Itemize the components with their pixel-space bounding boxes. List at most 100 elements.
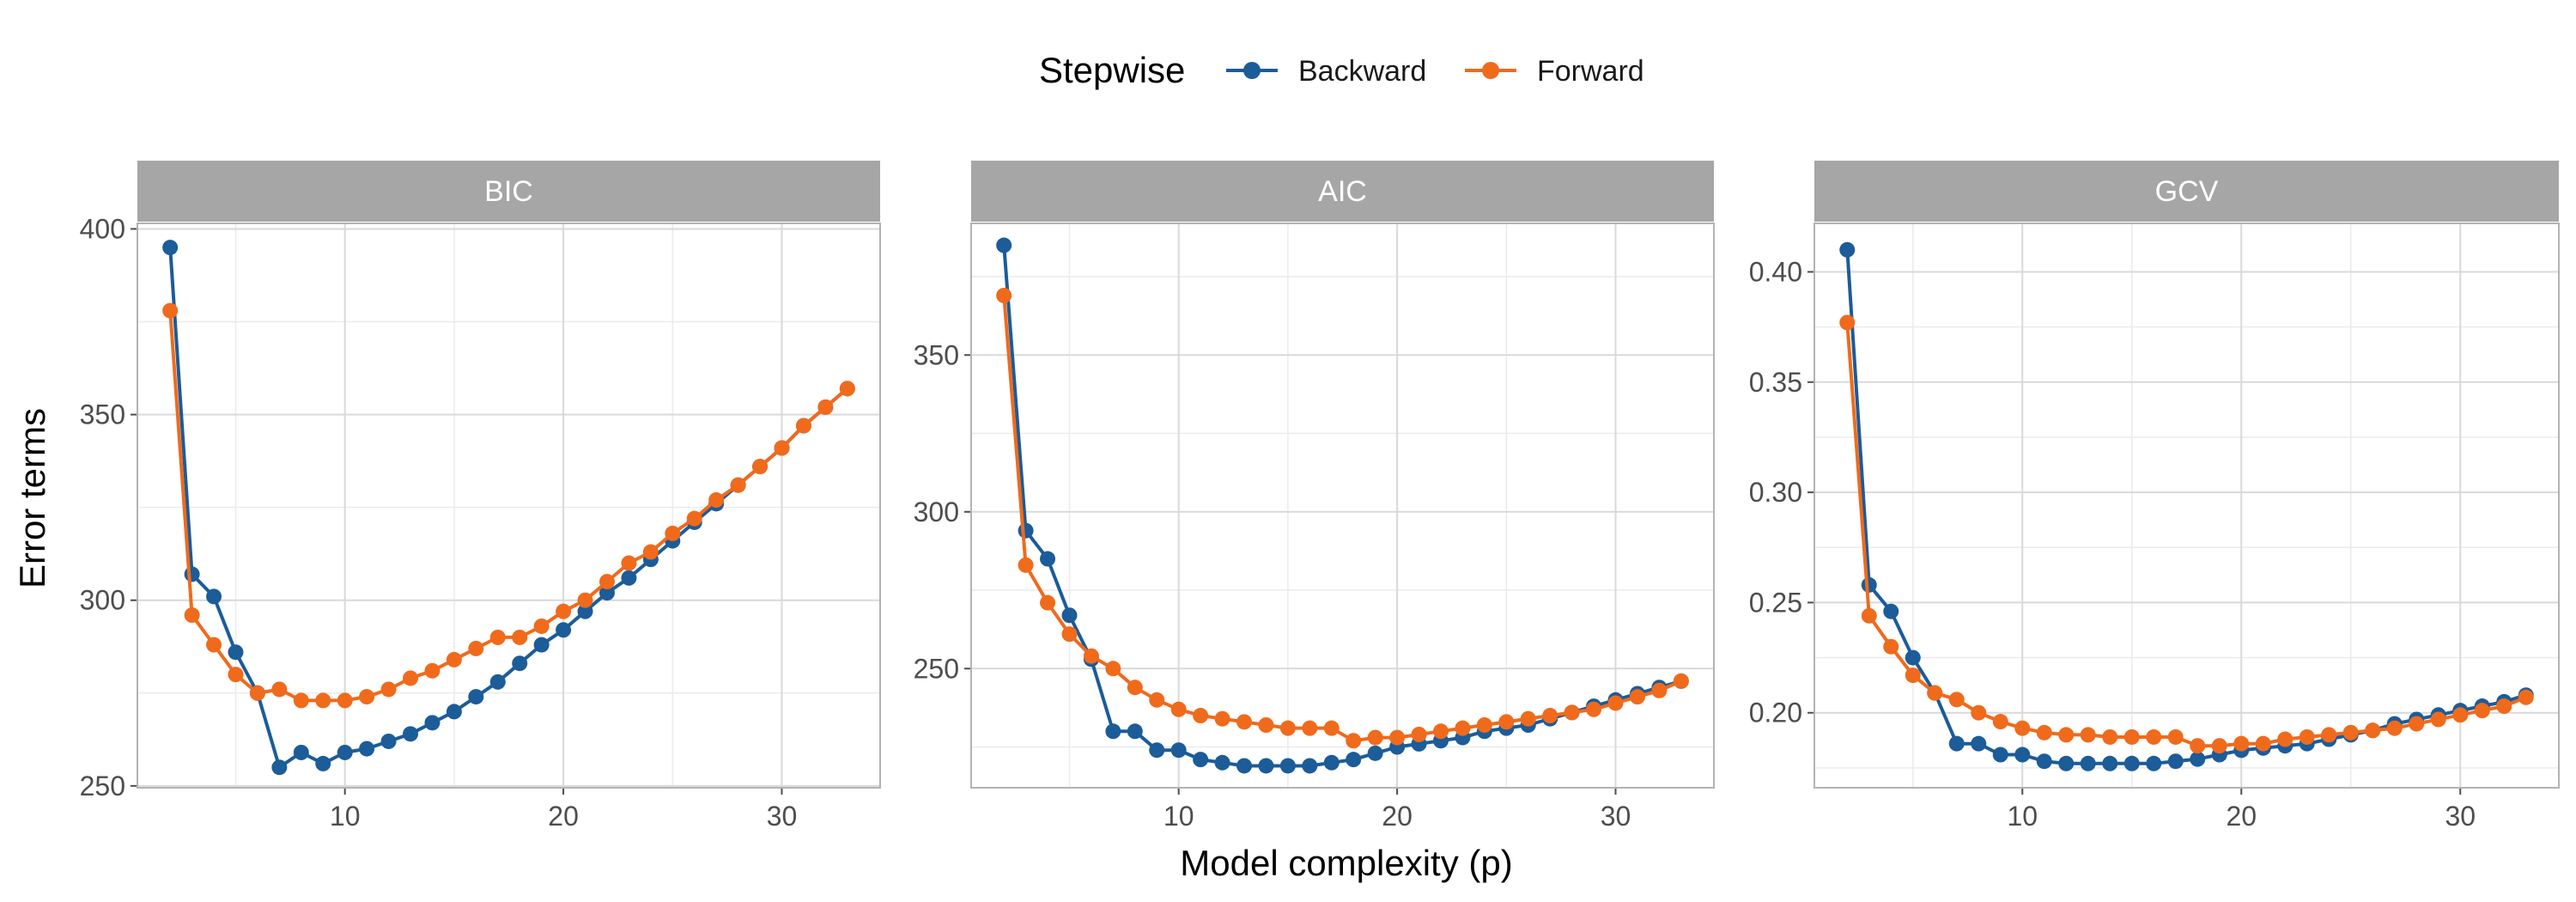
y-tick-label: 400 (80, 213, 125, 244)
x-tick-label: 30 (1601, 801, 1631, 832)
data-point-forward (621, 555, 637, 571)
x-tick-label: 20 (548, 801, 579, 832)
data-point-forward (556, 603, 572, 619)
data-point-forward (577, 592, 593, 608)
data-point-backward (2190, 751, 2206, 767)
data-point-forward (1883, 638, 1899, 655)
y-axis-label: Error terms (12, 408, 52, 588)
data-point-backward (424, 715, 440, 731)
panel-bic: BIC 10 20 30 250 300 350 400 (80, 161, 881, 832)
data-point-backward (380, 733, 397, 749)
data-point-forward (1323, 720, 1340, 736)
data-point-forward (2167, 728, 2184, 745)
x-tick-label: 30 (2445, 801, 2476, 832)
legend-key-forward (1465, 62, 1516, 79)
data-point-forward (2386, 720, 2403, 736)
facet-title: GCV (2155, 175, 2219, 208)
data-point-forward (1411, 726, 1427, 742)
data-point-forward (1948, 692, 1965, 708)
panel-border (137, 222, 881, 789)
data-point-backward (2167, 753, 2184, 770)
data-point-backward (1149, 742, 1165, 759)
series-line-forward (1845, 322, 2527, 748)
data-point-forward (1498, 714, 1515, 730)
data-point-forward (665, 525, 681, 541)
data-point-forward (1476, 717, 1492, 733)
y-tick-label: 250 (80, 771, 125, 801)
data-point-forward (1542, 708, 1558, 724)
data-point-forward (774, 440, 790, 456)
data-point-backward (2123, 755, 2140, 771)
data-point-backward (162, 240, 179, 256)
data-point-backward (533, 637, 550, 653)
data-point-backward (315, 755, 331, 771)
data-point-forward (1927, 685, 1943, 701)
data-point-forward (1040, 594, 1056, 611)
data-point-backward (2036, 753, 2052, 770)
y-tick-label: 0.25 (1749, 587, 1802, 618)
data-point-backward (1127, 723, 1143, 740)
data-point-forward (162, 302, 179, 319)
data-point-forward (337, 692, 353, 709)
facet-panels: BIC 10 20 30 250 300 350 400 AIC 10 20 30 250 300 350 G… (80, 161, 2560, 832)
data-point-forward (2342, 724, 2359, 740)
data-point-backward (1170, 742, 1187, 759)
data-point-forward (598, 574, 615, 590)
y-tick-label: 300 (914, 497, 959, 527)
data-point-backward (1105, 723, 1121, 740)
data-point-forward (708, 492, 725, 509)
data-point-forward (2299, 728, 2315, 745)
data-point-forward (1673, 673, 1689, 689)
panel-border (970, 222, 1715, 789)
data-point-backward (1992, 747, 2008, 763)
facet-title: BIC (484, 175, 533, 208)
data-point-forward (2321, 727, 2337, 743)
data-point-backward (489, 673, 506, 690)
data-point-forward (315, 692, 331, 709)
data-point-backward (1302, 758, 1318, 774)
data-point-forward (2102, 728, 2118, 745)
data-point-forward (1520, 710, 1536, 727)
data-point-forward (1302, 720, 1318, 736)
panel-aic: AIC 10 20 30 250 300 350 (914, 161, 1715, 832)
facet-strip (971, 161, 1714, 222)
data-point-forward (1105, 661, 1121, 677)
data-point-backward (556, 622, 572, 638)
panel-gcv: GCV 10 20 30 0.20 0.25 0.30 0.35 0.40 (1749, 161, 2560, 832)
data-point-forward (468, 640, 484, 656)
data-point-forward (996, 287, 1012, 303)
facet-strip (1814, 161, 2559, 222)
data-point-forward (1607, 695, 1624, 711)
data-point-forward (1346, 733, 1362, 749)
data-point-backward (1367, 745, 1383, 761)
data-point-backward (2102, 755, 2118, 771)
y-tick-label: 250 (914, 653, 959, 684)
data-point-backward (1214, 754, 1230, 771)
data-point-forward (2430, 711, 2446, 728)
data-point-forward (2233, 735, 2250, 752)
data-point-backward (1861, 576, 1877, 593)
legend-key-backward (1226, 62, 1278, 79)
data-point-forward (1236, 714, 1253, 730)
data-point-forward (2146, 728, 2162, 745)
data-point-forward (1971, 704, 1987, 721)
x-axis-label: Model complexity (p) (1180, 843, 1512, 883)
facet-title: AIC (1318, 175, 1367, 208)
data-point-forward (1839, 314, 1856, 331)
data-point-forward (1564, 704, 1580, 721)
data-point-backward (1018, 522, 1034, 539)
x-tick-label: 30 (767, 801, 798, 832)
data-point-backward (337, 744, 353, 760)
data-point-forward (686, 510, 702, 527)
data-point-forward (1629, 689, 1645, 705)
data-point-forward (2123, 728, 2140, 745)
data-point-backward (621, 570, 637, 586)
data-point-forward (1861, 607, 1877, 624)
data-point-forward (1389, 729, 1406, 746)
y-tick-label: 0.35 (1749, 367, 1802, 398)
data-point-forward (817, 399, 834, 415)
data-point-backward (446, 704, 462, 720)
series-line-forward (168, 310, 849, 703)
data-point-forward (2452, 707, 2469, 723)
x-tick-label: 10 (1163, 801, 1194, 832)
